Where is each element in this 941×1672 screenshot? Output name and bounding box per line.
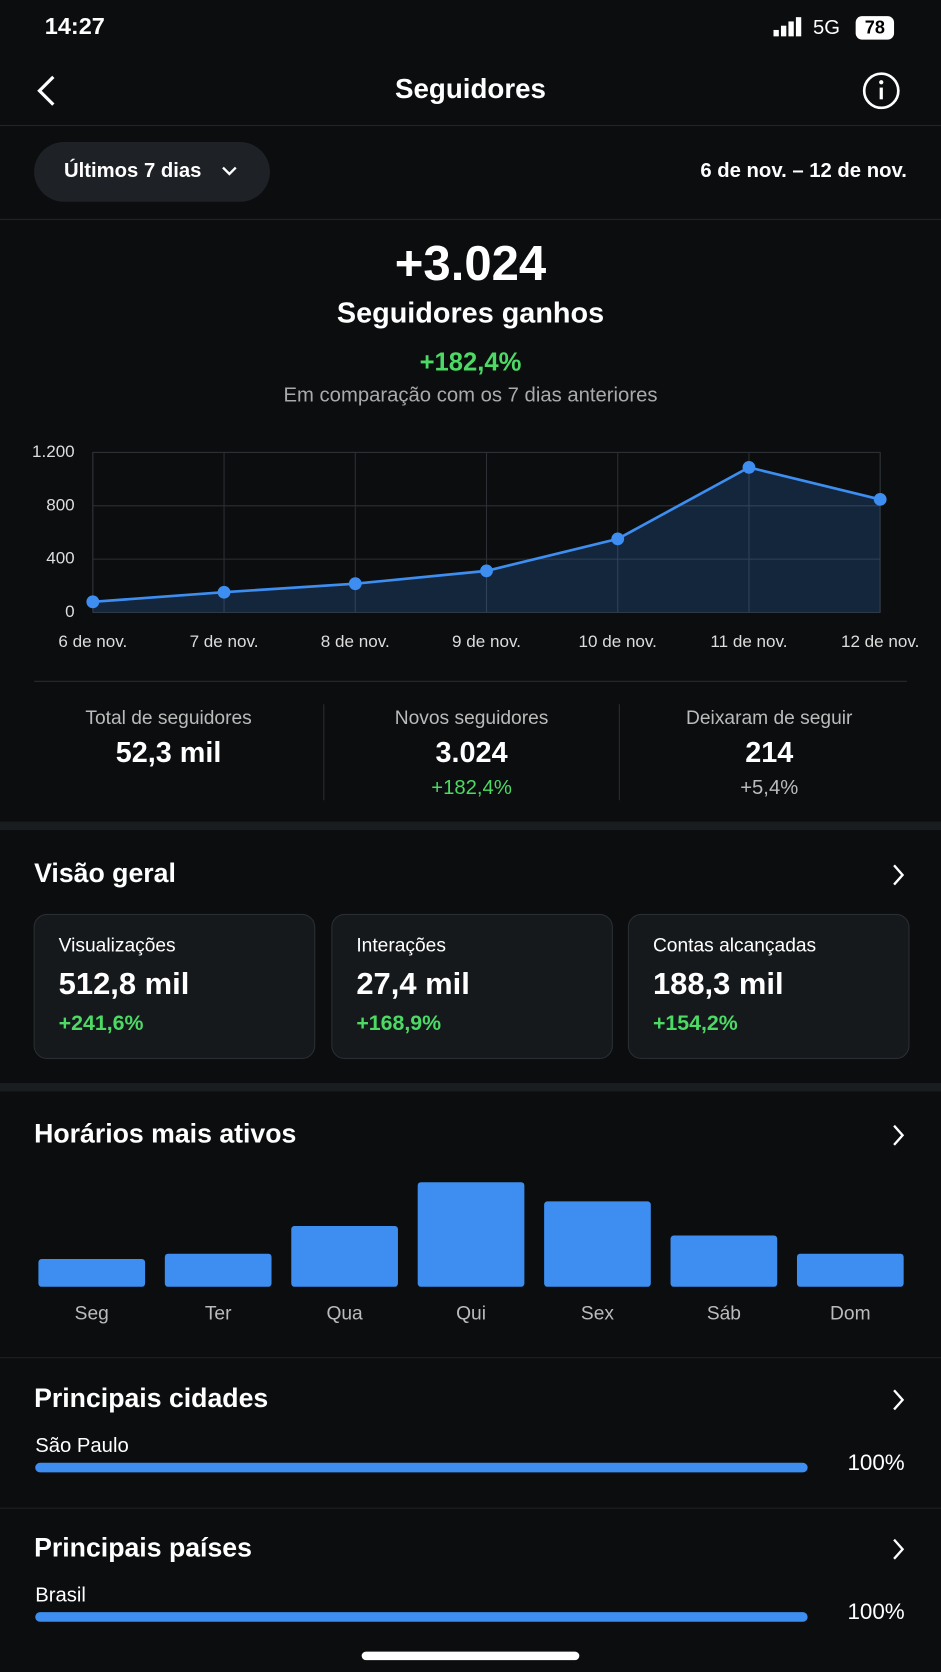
item-name: São Paulo	[35, 1435, 129, 1457]
divider	[0, 1357, 941, 1359]
stat-value: 214	[745, 737, 793, 769]
period: Últimos 7 dias	[64, 158, 201, 182]
point	[873, 492, 887, 506]
page-title: Seguidores	[395, 73, 546, 104]
card[interactable]	[627, 913, 910, 1059]
item-percent: 100%	[847, 1599, 904, 1624]
bar	[796, 1253, 904, 1287]
stat-label: Total de seguidores	[85, 708, 251, 729]
stat-change: +5,4%	[740, 777, 798, 799]
point	[480, 564, 493, 578]
progress-bar	[35, 1612, 808, 1622]
bar-label: Qua	[326, 1304, 363, 1325]
chevron[interactable]	[893, 1124, 905, 1146]
card-value: 27,4 mil	[356, 966, 469, 1001]
stat-value: 52,3 mil	[116, 737, 222, 769]
x-tick-label: 11 de nov.	[710, 632, 787, 651]
point	[86, 595, 100, 609]
plot-border	[92, 451, 881, 614]
card[interactable]	[33, 913, 316, 1059]
card-change: +154,2%	[653, 1011, 738, 1035]
summary-comparison: Em comparação com os 7 dias anteriores	[284, 384, 658, 406]
card-value: 188,3 mil	[653, 966, 784, 1001]
card-change: +241,6%	[59, 1011, 144, 1035]
x-tick-label: 8 de nov.	[321, 632, 390, 651]
item-name: Brasil	[35, 1585, 86, 1607]
point	[742, 460, 756, 474]
card[interactable]	[331, 913, 613, 1059]
chevron[interactable]	[893, 864, 905, 886]
point	[611, 532, 625, 546]
divider	[0, 124, 941, 126]
card-label: Visualizações	[59, 936, 176, 957]
divider	[34, 680, 907, 682]
x-tick-label: 10 de nov.	[579, 632, 657, 651]
x-tick-label: 12 de nov.	[841, 632, 919, 651]
summary-label: Seguidores ganhos	[337, 297, 604, 329]
battery-level: 78	[865, 18, 885, 38]
section-gap	[0, 821, 941, 831]
y-tick-label: 800	[46, 495, 74, 514]
signal-icon	[773, 17, 802, 37]
bar	[291, 1225, 398, 1287]
separator	[618, 704, 620, 801]
chevron[interactable]	[893, 1538, 905, 1560]
x-tick-label: 7 de nov.	[190, 632, 259, 651]
point	[348, 577, 362, 591]
item-percent: 100%	[847, 1450, 904, 1475]
divider	[0, 218, 941, 220]
card-change: +168,9%	[356, 1011, 441, 1035]
y-tick-label: 400	[46, 549, 74, 568]
divider	[0, 1507, 941, 1509]
card-value: 512,8 mil	[59, 966, 190, 1001]
section-title: Visão geral	[34, 858, 176, 888]
battery-icon	[855, 16, 895, 40]
stat-change: +182,4%	[431, 777, 512, 799]
bar	[164, 1253, 272, 1287]
bar-label: Sex	[581, 1304, 614, 1325]
home-indicator	[361, 1651, 580, 1661]
network: 5G	[813, 17, 840, 39]
summary-value: +3.024	[395, 237, 547, 291]
progress-bar	[35, 1462, 808, 1473]
x-tick-label: 9 de nov.	[452, 632, 521, 651]
x-tick-label: 6 de nov.	[58, 632, 127, 651]
stat-label: Novos seguidores	[395, 708, 549, 729]
stat-label: Deixaram de seguir	[686, 708, 853, 729]
info-button[interactable]	[862, 72, 900, 110]
section-title: Principais cidades	[34, 1383, 268, 1413]
bar-label: Qui	[456, 1304, 486, 1325]
back-button[interactable]	[37, 75, 55, 106]
bar-label: Ter	[205, 1304, 232, 1325]
summary-change: +182,4%	[420, 349, 522, 377]
card-label: Interações	[356, 936, 446, 957]
stat-value: 3.024	[436, 737, 508, 769]
section-title: Horários mais ativos	[34, 1118, 296, 1148]
y-tick-label: 1.200	[32, 442, 75, 461]
point	[217, 585, 231, 599]
chevron[interactable]	[893, 1389, 905, 1411]
bar	[417, 1182, 525, 1287]
date-range: 6 de nov. – 12 de nov.	[700, 160, 906, 182]
time: 14:27	[45, 13, 105, 39]
bar-label: Seg	[75, 1304, 109, 1325]
section-title: Principais países	[34, 1532, 252, 1562]
bar	[670, 1235, 778, 1287]
separator	[323, 704, 325, 801]
y-tick-label: 0	[65, 602, 75, 621]
bar-label: Dom	[830, 1304, 871, 1325]
bar	[544, 1201, 651, 1287]
bar	[38, 1259, 146, 1287]
bar-label: Sáb	[707, 1304, 741, 1325]
card-label: Contas alcançadas	[653, 936, 816, 957]
section-gap	[0, 1082, 941, 1092]
period-selector[interactable]: Últimos 7 dias	[34, 141, 270, 202]
